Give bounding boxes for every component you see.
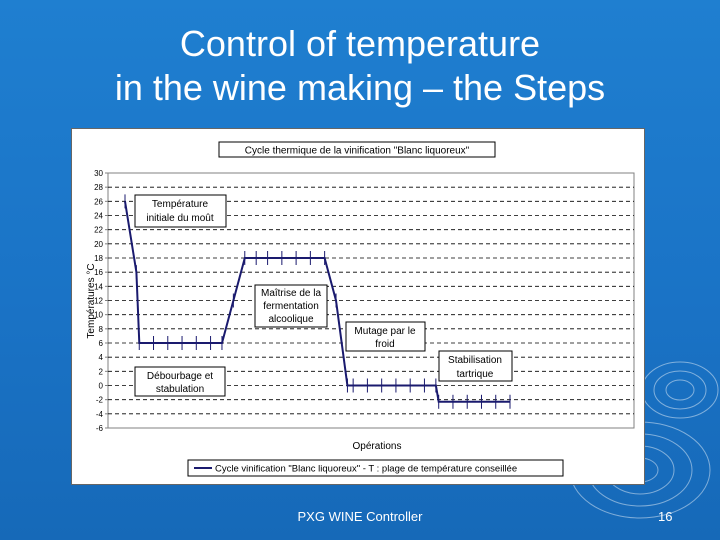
y-tick-label: 22 [94,226,103,235]
y-tick-label: 16 [94,268,103,277]
y-tick-label: 4 [99,353,104,362]
annotation-initial-temperature-line-1: Température [152,199,209,210]
annotation-mutage-line-2: froid [375,339,394,350]
legend-box [187,459,564,477]
annotation-box-debourbage [134,366,226,397]
legend-label: Cycle vinification "Blanc liquoreux" - T… [215,464,517,475]
y-tick-label: -2 [96,396,104,405]
annotation-box-stabilisation [438,350,513,382]
y-tick-label: 10 [94,311,103,320]
annotation-fermentation-line-1: Maîtrise de la [261,288,321,299]
y-tick-label: 0 [99,382,104,391]
y-tick-label: 6 [99,339,104,348]
annotation-debourbage-line-2: stabulation [156,384,204,395]
footer-text: PXG WINE Controller [297,509,423,524]
y-tick-label: -4 [96,410,104,419]
y-tick-label: 18 [94,254,103,263]
slide-title-line-1: Control of temperature [179,23,541,64]
y-tick-label: 24 [94,212,103,221]
y-tick-label: 26 [94,197,103,206]
page-number: 16 [658,509,673,524]
y-tick-label: 28 [94,183,103,192]
annotation-initial-temperature-line-2: initiale du moût [146,213,213,224]
y-tick-label: 30 [94,169,103,178]
chart-container: 30 28 26 24 22 20 18 16 14 12 10 8 6 4 2 0 -2 -4 -6 Cycle … [71,128,645,485]
x-axis-label: Opérations [353,441,402,452]
annotation-stabilisation-line-1: Stabilisation [448,355,502,366]
annotation-fermentation-line-3: alcoolique [268,314,313,325]
slide-title-line-2: in the wine making – the Steps [114,67,606,108]
annotation-box-fermentation [254,284,328,328]
annotation-mutage-line-1: Mutage par le [354,326,416,337]
y-tick-label: 8 [99,325,104,334]
y-tick-label: 2 [99,367,104,376]
y-tick-label: 20 [94,240,103,249]
annotation-debourbage-line-1: Débourbage et [147,371,213,382]
annotation-stabilisation-line-2: tartrique [457,369,494,380]
y-tick-label: 12 [94,297,103,306]
y-tick-label: -6 [96,424,104,433]
annotation-box-initial-temperature [134,194,227,228]
annotation-fermentation-line-2: fermentation [263,301,319,312]
chart-title-box [218,141,496,158]
y-axis-label: Températures °C [86,263,97,338]
annotation-box-mutage [345,321,426,352]
slide-title: Control of temperature in the wine makin… [0,22,720,110]
y-tick-label: 14 [94,282,103,291]
chart-title: Cycle thermique de la vinification "Blan… [245,146,470,157]
